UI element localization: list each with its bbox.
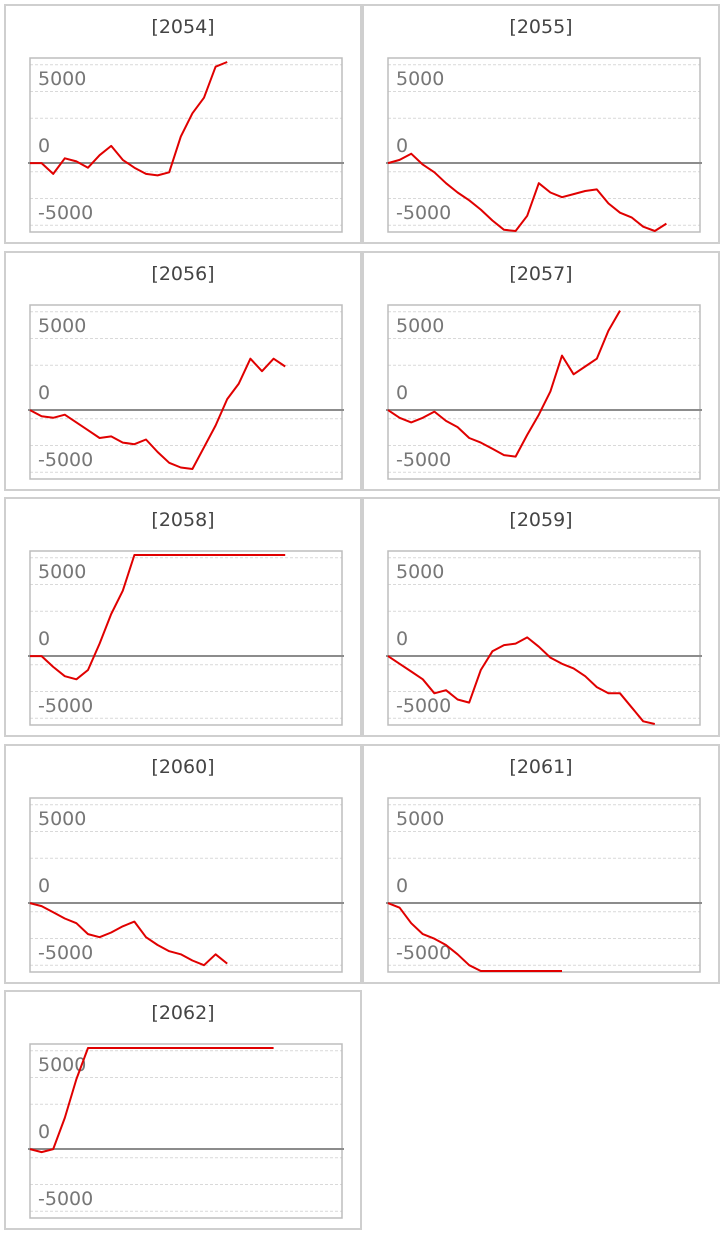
chart-panel: [2057] 5000 0 -5000 xyxy=(362,251,720,491)
chart-panel: [2060] 5000 0 -5000 xyxy=(4,744,362,984)
chart-title: [2062] xyxy=(151,1002,215,1024)
chart-plot: 5000 0 -5000 xyxy=(386,550,702,726)
chart-panel: [2054] 5000 0 -5000 xyxy=(4,4,362,244)
chart-title: [2054] xyxy=(151,16,215,38)
series-line xyxy=(387,152,667,232)
plot-border xyxy=(29,304,343,480)
y-tick-label: 5000 xyxy=(38,1054,86,1076)
y-tick-label: 5000 xyxy=(396,808,444,830)
y-tick-label: -5000 xyxy=(396,449,451,471)
plot-border xyxy=(29,57,343,233)
chart-title: [2056] xyxy=(151,263,215,285)
chart-title: [2057] xyxy=(509,263,573,285)
plot-border xyxy=(387,57,701,233)
series-line xyxy=(387,902,562,972)
y-tick-label: -5000 xyxy=(396,202,451,224)
chart-title: [2058] xyxy=(151,509,215,531)
series-line xyxy=(387,310,621,458)
chart-panel: [2059] 5000 0 -5000 xyxy=(362,497,720,737)
y-tick-label: -5000 xyxy=(38,449,93,471)
series-line xyxy=(29,1047,274,1154)
y-tick-label: 5000 xyxy=(38,68,86,90)
y-tick-label: 5000 xyxy=(396,68,444,90)
y-tick-label: -5000 xyxy=(38,695,93,717)
plot-border xyxy=(387,304,701,480)
chart-plot: 5000 0 -5000 xyxy=(28,304,344,480)
chart-plot: 5000 0 -5000 xyxy=(28,550,344,726)
y-tick-label: -5000 xyxy=(38,942,93,964)
chart-plot: 5000 0 -5000 xyxy=(386,57,702,233)
y-tick-label: 5000 xyxy=(38,561,86,583)
chart-panel: [2062] 5000 0 -5000 xyxy=(4,990,362,1230)
y-tick-label: 5000 xyxy=(396,561,444,583)
chart-plot: 5000 0 -5000 xyxy=(386,304,702,480)
series-line xyxy=(387,636,656,725)
chart-plot: 5000 0 -5000 xyxy=(28,57,344,233)
chart-panel: [2058] 5000 0 -5000 xyxy=(4,497,362,737)
y-tick-label: 0 xyxy=(38,875,50,897)
y-tick-label: 0 xyxy=(396,135,408,157)
y-tick-label: 0 xyxy=(38,135,50,157)
y-tick-label: 5000 xyxy=(38,315,86,337)
y-tick-label: 0 xyxy=(396,382,408,404)
chart-panel: [2056] 5000 0 -5000 xyxy=(4,251,362,491)
series-line xyxy=(29,357,286,470)
y-tick-label: -5000 xyxy=(396,695,451,717)
y-tick-label: 0 xyxy=(38,1121,50,1143)
y-tick-label: -5000 xyxy=(396,942,451,964)
y-tick-label: -5000 xyxy=(38,1188,93,1210)
chart-title: [2059] xyxy=(509,509,573,531)
chart-panel: [2061] 5000 0 -5000 xyxy=(362,744,720,984)
y-tick-label: 0 xyxy=(38,628,50,650)
plot-border xyxy=(29,797,343,973)
chart-panel: [2055] 5000 0 -5000 xyxy=(362,4,720,244)
chart-plot: 5000 0 -5000 xyxy=(386,797,702,973)
y-tick-label: -5000 xyxy=(38,202,93,224)
y-tick-label: 0 xyxy=(396,628,408,650)
y-tick-label: 5000 xyxy=(396,315,444,337)
chart-title: [2055] xyxy=(509,16,573,38)
plot-border xyxy=(29,550,343,726)
y-tick-label: 0 xyxy=(396,875,408,897)
chart-plot: 5000 0 -5000 xyxy=(28,797,344,973)
plot-border xyxy=(29,1043,343,1219)
series-line xyxy=(30,554,286,681)
series-line xyxy=(30,61,228,177)
y-tick-label: 5000 xyxy=(38,808,86,830)
y-tick-label: 0 xyxy=(38,382,50,404)
chart-plot: 5000 0 -5000 xyxy=(28,1043,344,1219)
series-line xyxy=(29,902,228,967)
chart-title: [2061] xyxy=(509,756,573,778)
plot-border xyxy=(387,550,701,726)
chart-title: [2060] xyxy=(151,756,215,778)
